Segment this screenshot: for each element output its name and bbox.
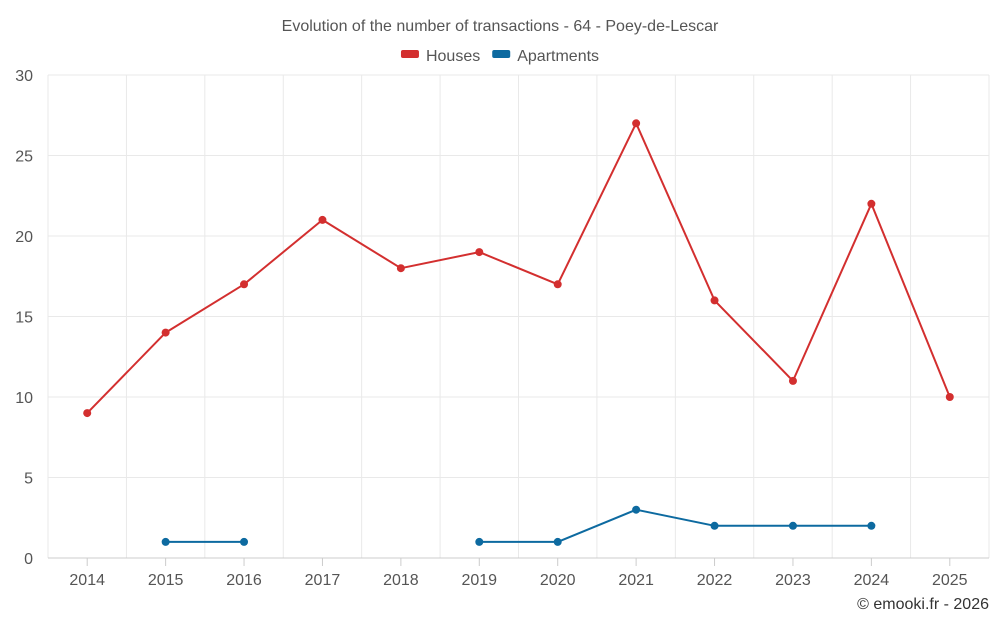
legend: Houses Apartments: [400, 48, 599, 65]
x-tick-label: 2019: [461, 572, 497, 589]
x-tick-label: 2017: [305, 572, 341, 589]
data-point-apartments[interactable]: [867, 521, 876, 530]
data-point-apartments[interactable]: [475, 537, 484, 546]
chart-title: Evolution of the number of transactions …: [282, 18, 719, 35]
data-point-apartments[interactable]: [632, 505, 641, 514]
data-point-houses[interactable]: [318, 215, 327, 224]
y-tick-label: 25: [15, 149, 33, 166]
y-tick-label: 15: [15, 310, 33, 327]
legend-swatch: [492, 50, 511, 58]
y-tick-label: 20: [15, 229, 33, 246]
x-tick-label: 2014: [69, 572, 105, 589]
data-point-houses[interactable]: [867, 199, 876, 208]
series-apartments: [161, 505, 876, 546]
x-tick-label: 2015: [148, 572, 184, 589]
data-point-houses[interactable]: [788, 376, 797, 385]
y-tick-label: 5: [24, 471, 33, 488]
data-point-apartments[interactable]: [710, 521, 719, 530]
x-tick-label: 2021: [618, 572, 654, 589]
series-line-houses: [86, 122, 951, 415]
data-point-houses[interactable]: [240, 280, 249, 289]
x-tick-label: 2024: [854, 572, 890, 589]
x-tick-label: 2020: [540, 572, 576, 589]
x-tick-label: 2016: [226, 572, 262, 589]
y-tick-label: 10: [15, 390, 33, 407]
data-point-houses[interactable]: [945, 393, 954, 401]
credit-text: © emooki.fr - 2026: [857, 596, 989, 613]
data-point-houses[interactable]: [161, 328, 170, 337]
data-point-houses[interactable]: [475, 248, 484, 257]
x-tick-label: 2023: [775, 572, 811, 589]
y-tick-label: 30: [15, 68, 33, 85]
grid: [47, 74, 990, 558]
data-point-apartments[interactable]: [161, 537, 170, 546]
data-point-houses[interactable]: [83, 409, 92, 418]
legend-label: Apartments: [517, 48, 599, 65]
y-tick-label: 0: [24, 551, 33, 568]
series-houses: [83, 119, 954, 418]
series-layer: [83, 119, 954, 546]
legend-label: Houses: [426, 48, 480, 65]
legend-item-houses[interactable]: Houses: [400, 48, 480, 65]
data-point-houses[interactable]: [632, 119, 641, 128]
series-line-apartments: [478, 508, 873, 543]
data-point-houses[interactable]: [553, 280, 562, 289]
x-tick-label: 2022: [697, 572, 733, 589]
x-tick-label: 2025: [932, 572, 968, 589]
data-point-apartments[interactable]: [788, 521, 797, 530]
data-point-apartments[interactable]: [553, 537, 562, 546]
x-tick-label: 2018: [383, 572, 419, 589]
data-point-houses[interactable]: [396, 264, 405, 273]
data-point-houses[interactable]: [710, 296, 719, 305]
legend-swatch: [400, 50, 419, 58]
legend-item-apartments[interactable]: Apartments: [492, 48, 599, 65]
data-point-apartments[interactable]: [240, 537, 249, 546]
